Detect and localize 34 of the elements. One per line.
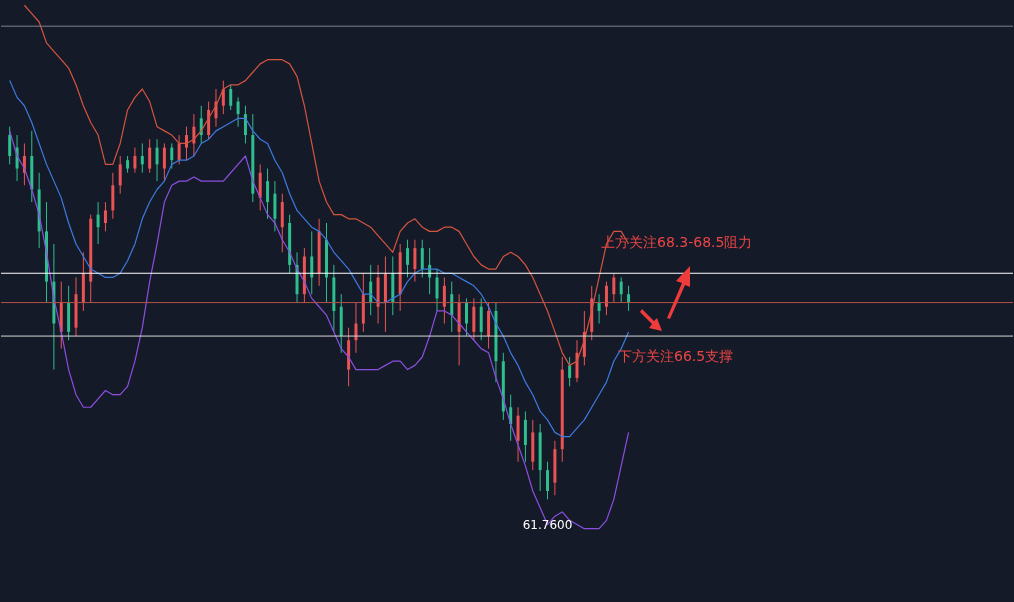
candlestick [96,201,100,245]
candlestick [450,281,454,333]
candlestick [236,96,240,128]
candlestick [177,134,181,165]
candlestick [310,230,314,295]
candlestick [185,126,189,161]
candlestick [243,105,247,144]
candlestick [568,356,572,387]
candlestick [170,142,174,170]
candlestick [597,293,601,325]
candlestick [140,142,144,174]
candlestick [148,138,152,174]
candlestick [103,201,107,232]
candlestick [133,147,137,174]
candlestick [442,276,446,325]
candlestick [162,142,166,182]
candlestick [612,272,616,304]
candlestick [266,168,270,220]
candlestick [229,84,233,111]
candlestick [546,461,550,500]
candlestick [413,239,417,283]
candlestick [8,126,12,165]
candlestick [619,276,623,304]
candlestick [435,268,439,312]
candlestick [406,239,410,278]
candlestick [604,281,608,316]
annotation: 61.7600 [522,518,573,533]
candlestick [155,138,159,182]
annotation: 下方关注66.5支撑 [618,348,734,364]
candlestick [221,80,225,115]
candlestick [420,239,424,278]
candlestick [118,155,122,195]
candlestick [627,285,631,312]
candlestick [464,297,468,337]
